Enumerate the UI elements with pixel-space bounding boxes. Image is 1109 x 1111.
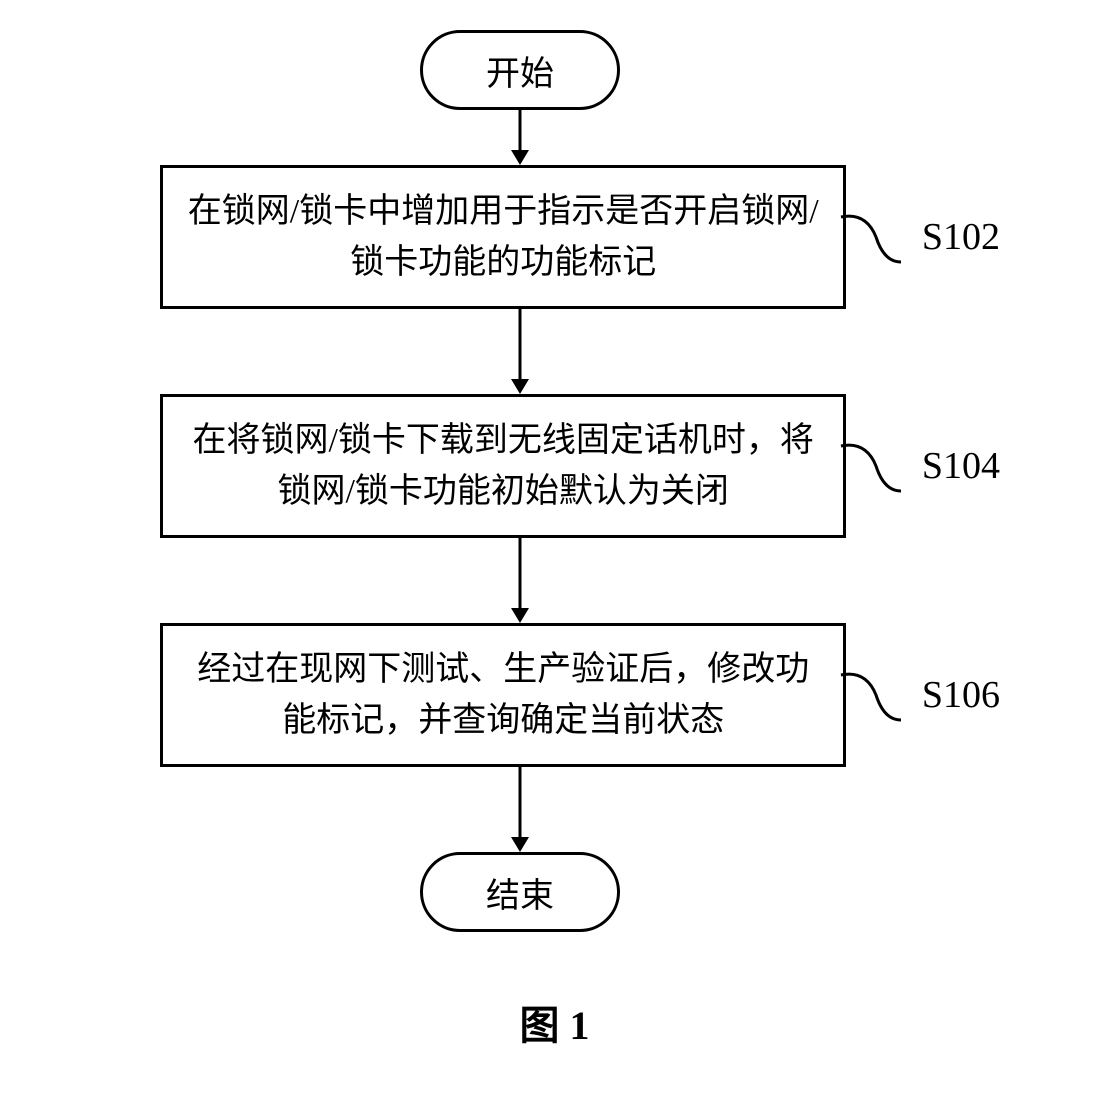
start-node: 开始 [420,30,620,110]
arrow-3 [160,538,880,623]
connector-curve-s106 [836,665,906,735]
connector-curve-s104 [836,436,906,506]
arrow-2 [160,309,880,394]
process-s106-text: 经过在现网下测试、生产验证后，修改功能标记，并查询确定当前状态 [197,651,809,739]
step-label-s102: S102 [922,215,1000,259]
process-s102-text: 在锁网/锁卡中增加用于指示是否开启锁网/锁卡功能的功能标记 [188,193,819,281]
step-label-s106: S106 [922,673,1000,717]
end-node: 结束 [420,852,620,932]
start-label: 开始 [486,46,554,95]
figure-label: 图 1 [0,993,1109,1051]
arrow-4 [160,767,880,852]
process-s106: 经过在现网下测试、生产验证后，修改功能标记，并查询确定当前状态 [160,623,846,767]
end-label: 结束 [486,868,554,917]
connector-curve-s102 [836,207,906,277]
process-s104-text: 在将锁网/锁卡下载到无线固定话机时，将锁网/锁卡功能初始默认为关闭 [192,422,813,510]
step-label-s104: S104 [922,444,1000,488]
process-s102: 在锁网/锁卡中增加用于指示是否开启锁网/锁卡功能的功能标记 [160,165,846,309]
process-s104: 在将锁网/锁卡下载到无线固定话机时，将锁网/锁卡功能初始默认为关闭 [160,394,846,538]
arrow-1 [160,110,880,165]
figure-label-text: 图 1 [520,1003,590,1048]
flowchart-container: 开始 在锁网/锁卡中增加用于指示是否开启锁网/锁卡功能的功能标记 S102 在将… [100,30,1000,932]
